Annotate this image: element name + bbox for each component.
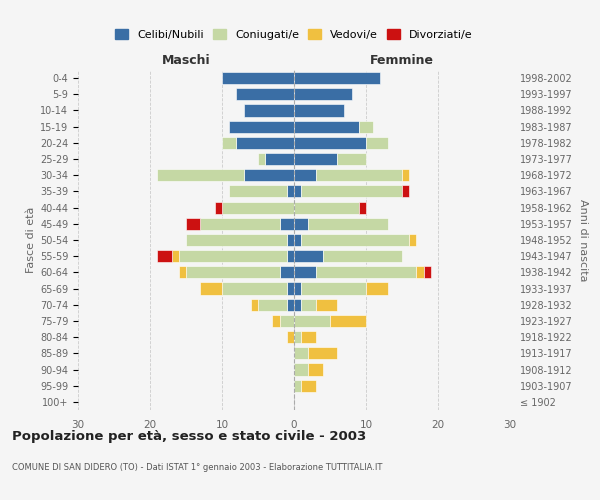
Bar <box>287 331 294 343</box>
Bar <box>294 282 301 294</box>
Bar <box>287 234 294 246</box>
Bar <box>157 169 244 181</box>
Bar <box>280 315 294 327</box>
Bar <box>236 88 294 101</box>
Bar <box>294 169 316 181</box>
Bar <box>294 104 344 117</box>
Bar <box>402 186 409 198</box>
Bar <box>222 202 294 213</box>
Bar <box>294 186 301 198</box>
Bar <box>294 153 337 165</box>
Bar <box>301 298 316 311</box>
Bar <box>359 202 366 213</box>
Bar <box>294 120 359 132</box>
Bar <box>186 266 280 278</box>
Bar <box>294 137 366 149</box>
Bar <box>294 72 380 84</box>
Bar <box>200 218 280 230</box>
Bar <box>316 266 416 278</box>
Bar <box>258 153 265 165</box>
Bar <box>366 282 388 294</box>
Bar <box>236 137 294 149</box>
Bar <box>294 364 308 376</box>
Bar <box>402 169 409 181</box>
Bar <box>294 331 301 343</box>
Text: Popolazione per età, sesso e stato civile - 2003: Popolazione per età, sesso e stato civil… <box>12 430 366 443</box>
Bar <box>301 380 316 392</box>
Bar <box>179 250 287 262</box>
Bar <box>251 298 258 311</box>
Bar <box>287 298 294 311</box>
Bar <box>308 218 388 230</box>
Bar <box>222 72 294 84</box>
Bar <box>280 218 294 230</box>
Bar <box>301 331 316 343</box>
Bar <box>186 218 200 230</box>
Bar <box>294 298 301 311</box>
Bar <box>229 186 287 198</box>
Bar <box>179 266 186 278</box>
Bar <box>359 120 373 132</box>
Bar <box>287 250 294 262</box>
Bar <box>186 234 287 246</box>
Bar <box>416 266 424 278</box>
Bar <box>157 250 172 262</box>
Bar <box>301 234 409 246</box>
Bar <box>323 250 402 262</box>
Bar <box>229 120 294 132</box>
Bar <box>337 153 366 165</box>
Text: COMUNE DI SAN DIDERO (TO) - Dati ISTAT 1° gennaio 2003 - Elaborazione TUTTITALIA: COMUNE DI SAN DIDERO (TO) - Dati ISTAT 1… <box>12 463 382 472</box>
Bar <box>316 298 337 311</box>
Bar <box>244 169 294 181</box>
Bar <box>424 266 431 278</box>
Bar <box>294 250 323 262</box>
Y-axis label: Anni di nascita: Anni di nascita <box>578 198 588 281</box>
Bar <box>301 186 402 198</box>
Y-axis label: Fasce di età: Fasce di età <box>26 207 36 273</box>
Bar <box>330 315 366 327</box>
Bar <box>308 364 323 376</box>
Bar <box>294 88 352 101</box>
Bar <box>200 282 222 294</box>
Bar <box>287 186 294 198</box>
Bar <box>294 234 301 246</box>
Bar <box>301 282 366 294</box>
Bar <box>316 169 402 181</box>
Bar <box>222 282 287 294</box>
Bar <box>215 202 222 213</box>
Bar <box>172 250 179 262</box>
Bar <box>294 315 330 327</box>
Bar <box>294 266 316 278</box>
Bar <box>294 218 308 230</box>
Bar <box>294 202 359 213</box>
Bar <box>308 348 337 360</box>
Text: Maschi: Maschi <box>161 54 211 67</box>
Bar <box>265 153 294 165</box>
Bar <box>258 298 287 311</box>
Bar <box>294 380 301 392</box>
Bar <box>287 282 294 294</box>
Legend: Celibi/Nubili, Coniugati/e, Vedovi/e, Divorziati/e: Celibi/Nubili, Coniugati/e, Vedovi/e, Di… <box>111 24 477 44</box>
Bar <box>222 137 236 149</box>
Bar <box>366 137 388 149</box>
Text: Femmine: Femmine <box>370 54 434 67</box>
Bar <box>294 348 308 360</box>
Bar <box>272 315 280 327</box>
Bar <box>409 234 416 246</box>
Bar <box>244 104 294 117</box>
Bar <box>280 266 294 278</box>
